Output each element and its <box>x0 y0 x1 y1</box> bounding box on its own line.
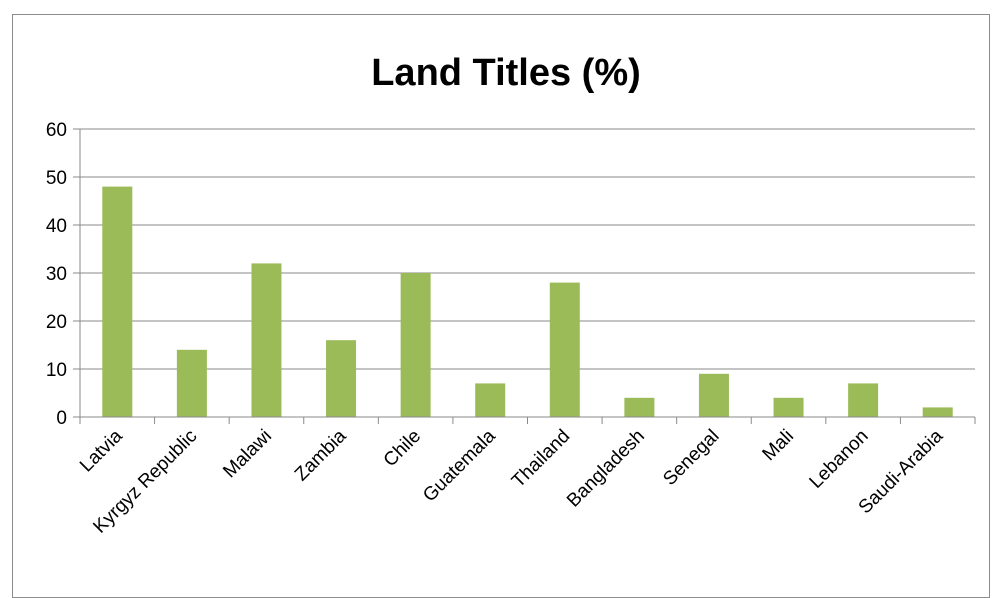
bar <box>848 383 879 417</box>
y-tick-label: 0 <box>56 408 67 429</box>
bar <box>326 340 357 417</box>
x-tick-label: Zambia <box>291 425 351 485</box>
x-tick-label: Guatemala <box>419 425 500 506</box>
y-tick-label: 30 <box>46 264 67 285</box>
chart-title: Land Titles (%) <box>371 52 641 94</box>
bar <box>400 273 431 417</box>
bars <box>102 186 953 417</box>
gridlines <box>80 128 975 370</box>
bar <box>698 373 729 417</box>
x-tick-label: Lebanon <box>806 426 873 493</box>
y-tick-label: 60 <box>46 120 67 141</box>
chart-frame <box>12 14 990 598</box>
x-tick-label: Thailand <box>508 426 574 492</box>
bar <box>549 282 580 417</box>
x-tick-label: Mali <box>759 426 798 465</box>
bar <box>475 383 506 417</box>
y-tick-label: 40 <box>46 216 67 237</box>
x-tick-label: Chile <box>380 426 425 471</box>
bar <box>922 407 953 417</box>
x-tick-label: Senegal <box>659 426 723 490</box>
x-tick-label: Malawi <box>219 426 276 483</box>
bar <box>773 397 804 417</box>
y-axis-ticks: 0 10 20 30 40 50 60 <box>46 120 80 429</box>
x-tick-label: Latvia <box>76 425 127 476</box>
y-tick-label: 50 <box>46 168 67 189</box>
axes <box>79 129 976 424</box>
y-tick-label: 10 <box>46 360 67 381</box>
bar <box>102 186 133 417</box>
bar <box>176 349 207 417</box>
bar <box>624 397 655 417</box>
bar <box>251 263 282 417</box>
x-tick-label: Bangladesh <box>563 426 649 512</box>
y-tick-label: 20 <box>46 312 67 333</box>
